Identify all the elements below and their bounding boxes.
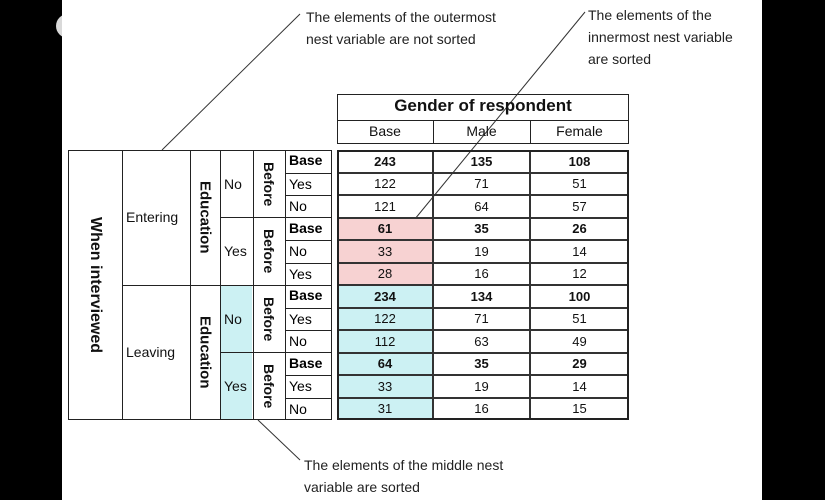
col-header-female: Female [556, 123, 603, 139]
inner-label-row-4: No [286, 240, 332, 263]
header-box [337, 94, 629, 144]
annotation-inner-line3: are sorted [588, 51, 652, 67]
middle-value-2: Yes [224, 243, 247, 259]
inner-variable-label-1: Before [261, 161, 277, 207]
inner-label-row-3: Base [286, 218, 332, 241]
middle-variable-label-2: Education [196, 316, 214, 389]
outer-variable-label: When interviewed [87, 216, 104, 354]
middle-value-4: Yes [224, 378, 247, 394]
highlight-innermost-sorted [338, 218, 433, 285]
divider-entering-leaving [122, 285, 332, 286]
annotation-inner: The elements of the innermost nest varia… [588, 4, 733, 70]
cell-r1-c1: 71 [433, 172, 530, 195]
divider-edu-1 [220, 217, 332, 218]
header-title: Gender of respondent [394, 96, 572, 115]
cell-r10-c1: 19 [433, 375, 530, 398]
annotation-inner-line2: innermost nest variable [588, 29, 733, 45]
cell-r6-c1: 134 [433, 285, 530, 308]
inner-label-text: No [289, 198, 307, 214]
inner-label-row-11: No [286, 397, 332, 421]
col-header-male: Male [466, 123, 497, 139]
inner-label-text: No [289, 400, 307, 417]
cell-r4-c1: 19 [433, 240, 530, 263]
annotation-outer-line1: The elements of the outermost [306, 9, 496, 25]
annotation-inner-line1: The elements of the [588, 7, 712, 23]
middle-value-3: No [224, 311, 242, 327]
inner-label-row-6: Base [286, 285, 332, 308]
pointer-middle-line [257, 419, 301, 461]
annotation-outer: The elements of the outermost nest varia… [306, 6, 496, 50]
inner-label-row-7: Yes [286, 307, 332, 331]
inner-label-text: No [289, 333, 307, 349]
inner-label-text: No [289, 243, 307, 259]
outer-value-leaving: Leaving [126, 344, 176, 360]
cell-r3-c1: 35 [433, 217, 530, 240]
annotation-outer-line2: nest variable are not sorted [306, 31, 476, 47]
inner-label-text: Base [289, 219, 323, 236]
inner-label-row-2: No [286, 195, 332, 218]
inner-label-text: Yes [289, 265, 312, 282]
inner-label-row-5: Yes [286, 262, 332, 286]
inner-variable-label-4: Before [261, 363, 277, 409]
inner-variable-label-3: Before [261, 296, 277, 342]
data-table-box [337, 150, 629, 420]
inner-label-text: Base [289, 287, 323, 303]
inner-label-row-8: No [286, 330, 332, 353]
header-col-divider-2 [530, 120, 531, 144]
inner-label-text: Base [289, 354, 323, 371]
annotation-middle-line2: variable are sorted [304, 479, 420, 495]
inner-label-row-9: Base [286, 353, 332, 376]
cell-r5-c1: 16 [433, 262, 530, 285]
outer-value-entering: Entering [126, 209, 179, 225]
cell-r9-c1: 35 [433, 352, 530, 375]
annotation-middle-line1: The elements of the middle nest [304, 457, 504, 473]
cell-r7-c1: 71 [433, 307, 530, 330]
divider-edu-2 [220, 352, 332, 353]
col-header-base: Base [369, 123, 401, 139]
header-col-divider-1 [433, 120, 434, 144]
middle-value-1: No [224, 176, 242, 192]
annotation-middle: The elements of the middle nest variable… [304, 454, 503, 498]
inner-variable-label-2: Before [261, 228, 277, 274]
cell-r2-c1: 64 [433, 195, 530, 218]
middle-variable-label-1: Education [196, 181, 214, 254]
inner-label-text: Base [289, 152, 323, 168]
inner-label-text: Yes [289, 175, 312, 192]
cell-r8-c1: 63 [433, 330, 530, 353]
inner-label-row-1: Yes [286, 172, 332, 196]
pointer-outer-line [161, 13, 301, 151]
pointer-inner-line [409, 11, 586, 226]
inner-label-text: Yes [289, 310, 312, 327]
header-divider [337, 120, 629, 121]
inner-label-row-10: Yes [286, 375, 332, 398]
inner-label-row-0: Base [286, 150, 332, 173]
inner-label-text: Yes [289, 378, 312, 394]
